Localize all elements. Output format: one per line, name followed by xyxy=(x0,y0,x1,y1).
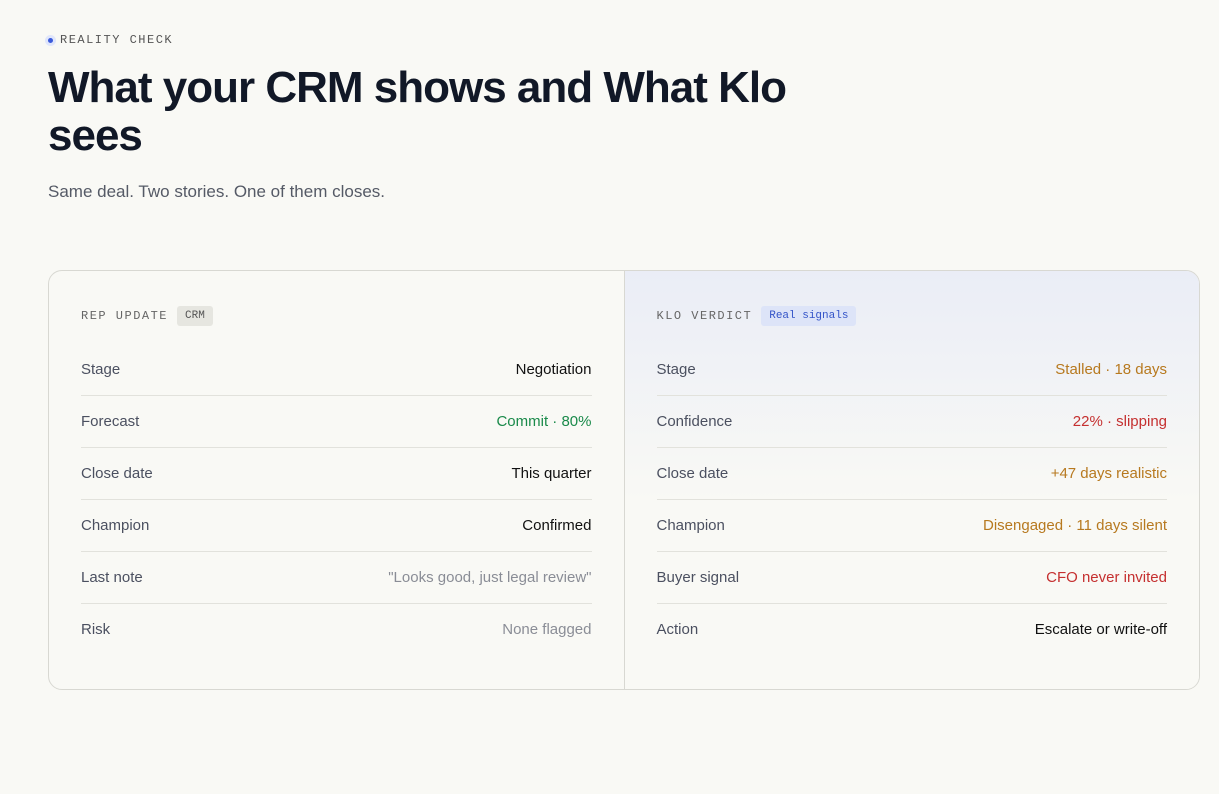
row: Close date This quarter xyxy=(81,448,592,500)
row: Risk None flagged xyxy=(81,604,592,655)
row: Champion Confirmed xyxy=(81,500,592,552)
row: Champion Disengaged · 11 days silent xyxy=(656,500,1167,552)
row-value: "Looks good, just legal review" xyxy=(388,569,592,586)
comparison-card: REP UPDATE CRM Stage Negotiation Forecast Com… xyxy=(48,270,1200,690)
eyebrow: REALITY CHECK xyxy=(48,33,173,47)
row-value: Disengaged · 11 days silent xyxy=(983,517,1167,534)
row: Stage Negotiation xyxy=(81,344,592,396)
row-label: Close date xyxy=(81,465,153,482)
row-value: Commit · 80% xyxy=(496,413,592,430)
row-label: Champion xyxy=(81,517,150,534)
column-heading: KLO VERDICT Real signals xyxy=(657,305,1168,327)
subtitle: Same deal. Two stories. One of them clos… xyxy=(48,182,386,201)
badge: CRM xyxy=(177,306,213,326)
row: Forecast Commit · 80% xyxy=(81,396,592,448)
row-label: Close date xyxy=(656,465,729,482)
row-label: Champion xyxy=(656,517,725,534)
row-label: Action xyxy=(656,621,699,638)
row-label: Risk xyxy=(81,621,111,638)
heading-text: REP UPDATE xyxy=(81,309,169,323)
klo-column: KLO VERDICT Real signals Stage Stalled · 18… xyxy=(623,271,1199,689)
row-label: Confidence xyxy=(656,413,733,430)
badge: Real signals xyxy=(761,306,857,326)
row-value: Escalate or write-off xyxy=(1034,621,1167,638)
heading-text: KLO VERDICT xyxy=(656,309,753,323)
row-label: Stage xyxy=(81,361,121,378)
eyebrow-text: REALITY CHECK xyxy=(60,33,174,47)
row-value: +47 days realistic xyxy=(1050,465,1167,482)
row-label: Forecast xyxy=(81,413,140,430)
row: Last note "Looks good, just legal review" xyxy=(81,552,592,604)
row-value: Stalled · 18 days xyxy=(1055,361,1167,378)
row-value: 22% · slipping xyxy=(1072,413,1167,430)
row-label: Stage xyxy=(656,361,696,378)
row-value: CFO never invited xyxy=(1046,569,1167,586)
row-label: Last note xyxy=(81,569,143,586)
row: Action Escalate or write-off xyxy=(657,604,1168,655)
row: Buyer signal CFO never invited xyxy=(656,552,1167,604)
column-heading: REP UPDATE CRM xyxy=(81,305,592,327)
row: Stage Stalled · 18 days xyxy=(656,344,1167,396)
row-label: Buyer signal xyxy=(656,569,740,586)
row: Confidence 22% · slipping xyxy=(656,396,1167,448)
row-value: Confirmed xyxy=(522,517,592,534)
row-value: This quarter xyxy=(511,465,592,482)
row-value: None flagged xyxy=(502,621,592,638)
row: Close date +47 days realistic xyxy=(656,448,1167,500)
crm-column: REP UPDATE CRM Stage Negotiation Forecast Com… xyxy=(49,271,624,689)
title: What your CRM shows and What Klo sees xyxy=(48,63,787,160)
row-value: Negotiation xyxy=(515,361,592,378)
